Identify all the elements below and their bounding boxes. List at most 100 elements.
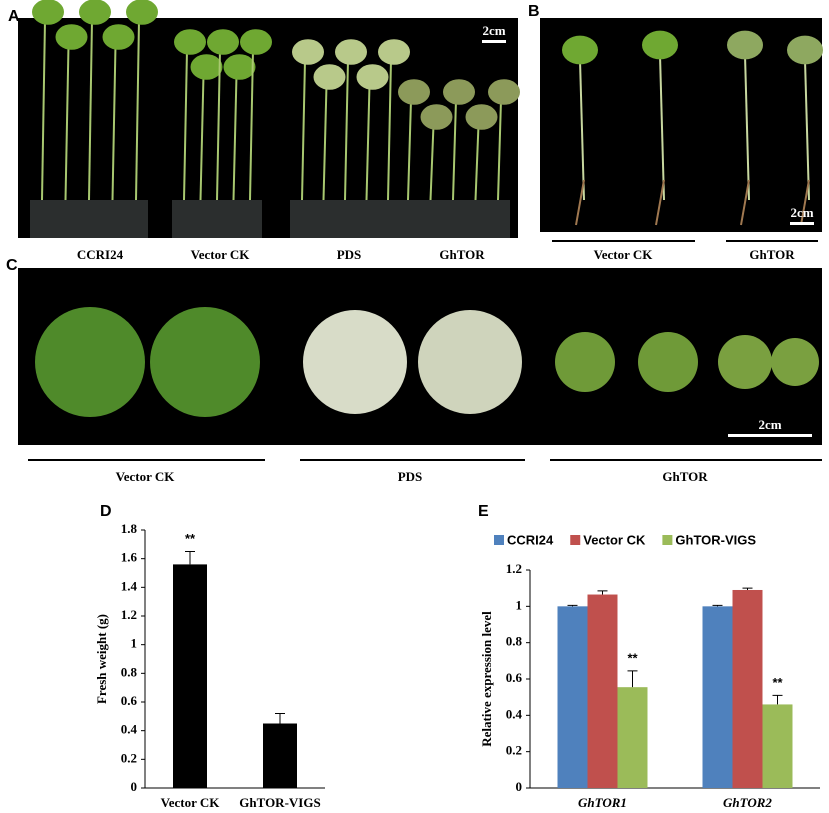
- photo-label: Vector CK: [191, 247, 251, 262]
- photo-label: GhTOR: [439, 247, 485, 262]
- leaf: [102, 24, 135, 50]
- leaf: [443, 79, 475, 105]
- leaf: [555, 332, 615, 392]
- bar: [587, 594, 618, 788]
- y-tick-label: 0: [131, 779, 138, 794]
- scale-bar: [728, 434, 812, 437]
- leaf: [292, 39, 324, 65]
- stem: [88, 19, 93, 201]
- pot: [396, 200, 510, 238]
- photo-label: PDS: [398, 469, 423, 484]
- stem: [744, 54, 750, 201]
- stem: [41, 19, 46, 201]
- stem: [804, 59, 810, 201]
- y-tick-label: 1.6: [121, 550, 138, 565]
- bar: [557, 606, 588, 788]
- legend-label: Vector CK: [583, 532, 646, 547]
- pot: [172, 200, 262, 238]
- stem: [199, 74, 205, 201]
- root: [575, 179, 585, 226]
- root: [800, 179, 810, 226]
- stem: [216, 49, 221, 201]
- panel-label: A: [8, 8, 20, 25]
- legend-swatch: [570, 535, 581, 545]
- leaf: [303, 310, 407, 414]
- panel-label: C: [6, 257, 18, 274]
- stem: [365, 84, 371, 201]
- y-tick-label: 0.2: [506, 743, 522, 758]
- stem: [579, 59, 585, 201]
- stem: [429, 124, 435, 201]
- leaf: [223, 54, 256, 80]
- bar: [762, 704, 793, 788]
- leaf: [418, 310, 522, 414]
- leaf: [313, 64, 346, 90]
- leaf: [207, 29, 239, 55]
- stem: [64, 44, 70, 201]
- error-bar: [772, 694, 783, 705]
- error-bar: [742, 587, 753, 590]
- photo-label: GhTOR: [749, 247, 795, 262]
- stem: [301, 59, 306, 201]
- root: [740, 179, 750, 226]
- leaf: [787, 35, 823, 65]
- leaf: [465, 104, 498, 130]
- scale-label: 2cm: [758, 417, 781, 432]
- x-tick-label: Vector CK: [161, 795, 221, 810]
- leaf: [335, 39, 367, 65]
- leaf: [727, 30, 763, 60]
- photo-label: GhTOR: [662, 469, 708, 484]
- bar: [263, 723, 297, 788]
- y-tick-label: 1.4: [121, 578, 138, 593]
- bar: [173, 564, 207, 788]
- scale-bar: [790, 222, 814, 225]
- stem: [322, 84, 328, 201]
- leaf: [488, 79, 520, 105]
- error-bar: [627, 670, 638, 688]
- y-axis-label: Relative expression level: [479, 611, 494, 747]
- y-tick-label: 0.8: [506, 634, 523, 649]
- leaf: [718, 335, 772, 389]
- scale-label: 2cm: [790, 205, 813, 220]
- leaf: [771, 338, 819, 386]
- y-tick-label: 0: [516, 779, 523, 794]
- leaf: [378, 39, 410, 65]
- y-tick-label: 0.6: [121, 693, 138, 708]
- photo-label: Vector CK: [116, 469, 176, 484]
- photo-label: PDS: [337, 247, 362, 262]
- x-tick-label: GhTOR-VIGS: [239, 795, 320, 810]
- stem: [249, 49, 254, 201]
- error-bar: [597, 590, 608, 595]
- x-tick-label: GhTOR1: [578, 795, 627, 810]
- photo-label: Vector CK: [594, 247, 654, 262]
- leaf: [79, 0, 111, 25]
- y-tick-label: 0.2: [121, 750, 137, 765]
- leaf: [55, 24, 88, 50]
- pot: [30, 200, 148, 238]
- stem: [387, 59, 392, 201]
- y-tick-label: 1: [131, 636, 138, 651]
- leaf: [420, 104, 453, 130]
- leaf: [398, 79, 430, 105]
- leaf: [240, 29, 272, 55]
- leaf: [562, 35, 598, 65]
- significance: **: [627, 650, 638, 665]
- y-axis-label: Fresh weight (g): [94, 614, 109, 704]
- x-tick-label: GhTOR2: [723, 795, 772, 810]
- legend-label: GhTOR-VIGS: [675, 532, 756, 547]
- leaf: [126, 0, 158, 25]
- scale-label: 2cm: [482, 23, 505, 38]
- pot: [290, 200, 400, 238]
- y-tick-label: 1: [516, 597, 523, 612]
- error-bar: [712, 604, 723, 607]
- leaf: [638, 332, 698, 392]
- y-tick-label: 0.8: [121, 664, 138, 679]
- stem: [111, 44, 117, 201]
- y-tick-label: 0.4: [121, 722, 138, 737]
- leaf: [190, 54, 223, 80]
- leaf: [174, 29, 206, 55]
- bar: [732, 589, 763, 788]
- root: [655, 179, 665, 226]
- y-tick-label: 1.2: [121, 607, 137, 622]
